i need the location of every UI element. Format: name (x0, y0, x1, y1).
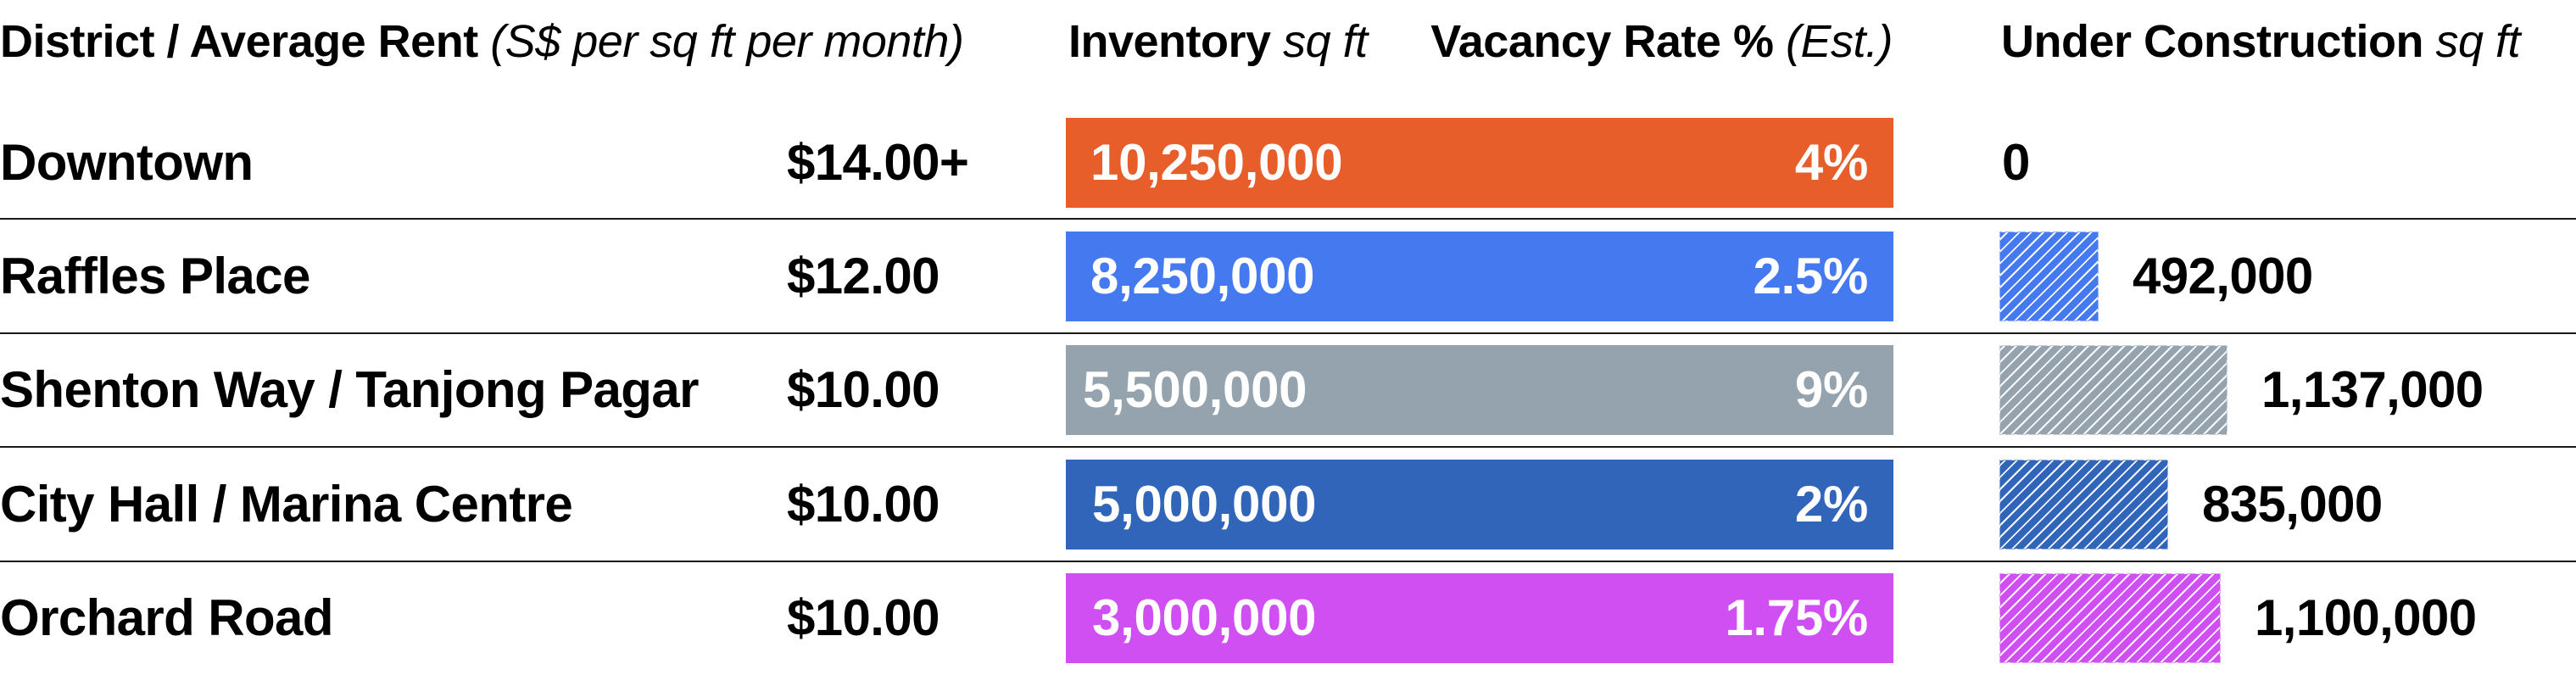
inventory-value: 5,000,000 (1092, 476, 1317, 533)
header-under-construction: Under Construction sq ft (2001, 12, 2521, 71)
inventory-value: 5,500,000 (1083, 361, 1308, 418)
district-name: City Hall / Marina Centre (0, 476, 573, 533)
district-name: Raffles Place (0, 248, 310, 304)
under-construction-value: 0 (2002, 134, 2030, 191)
row-divider (0, 218, 2576, 220)
inventory-value: 3,000,000 (1092, 589, 1317, 646)
table-row: City Hall / Marina Centre $10.00 5,000,0… (0, 460, 2576, 549)
inventory-bar: 5,000,000 2% (1066, 460, 1893, 549)
header-vacancy: Vacancy Rate % (Est.) (1430, 12, 1893, 71)
under-construction-bar (1999, 232, 2099, 321)
row-divider (0, 446, 2576, 448)
average-rent: $10.00 (787, 589, 940, 646)
row-divider (0, 332, 2576, 334)
inventory-bar: 8,250,000 2.5% (1066, 232, 1893, 321)
average-rent: $10.00 (787, 361, 940, 418)
inventory-value: 8,250,000 (1090, 248, 1315, 304)
under-construction-bar (1999, 573, 2221, 663)
table-row: Raffles Place $12.00 8,250,000 2.5% 492,… (0, 232, 2576, 321)
under-construction-value: 1,137,000 (2261, 361, 2484, 418)
header-vacancy-unit: (Est.) (1786, 16, 1893, 67)
header-district-rent-unit: (S$ per sq ft per month) (490, 16, 964, 67)
under-construction-value: 835,000 (2202, 476, 2383, 533)
district-name: Downtown (0, 134, 254, 191)
under-construction-bar (1999, 460, 2168, 549)
table-row: Orchard Road $10.00 3,000,000 1.75% 1,10… (0, 573, 2576, 663)
header-district-rent: District / Average Rent (S$ per sq ft pe… (0, 12, 964, 71)
table-row: Shenton Way / Tanjong Pagar $10.00 5,500… (0, 345, 2576, 435)
vacancy-rate: 4% (1794, 134, 1868, 191)
vacancy-rate: 1.75% (1725, 589, 1868, 646)
under-construction-bar (1999, 345, 2228, 435)
district-name: Shenton Way / Tanjong Pagar (0, 361, 699, 418)
header-inventory: Inventory sq ft (1068, 12, 1368, 71)
average-rent: $14.00+ (787, 134, 969, 191)
district-name: Orchard Road (0, 589, 333, 646)
inventory-value: 10,250,000 (1090, 134, 1343, 191)
under-construction-value: 492,000 (2133, 248, 2313, 304)
header-inventory-label: Inventory (1068, 16, 1271, 67)
header-under-construction-label: Under Construction (2001, 16, 2424, 67)
inventory-bar: 10,250,000 4% (1066, 118, 1893, 208)
inventory-bar: 5,500,000 9% (1066, 345, 1893, 435)
vacancy-rate: 2.5% (1753, 248, 1868, 304)
vacancy-rate: 2% (1794, 476, 1868, 533)
under-construction-value: 1,100,000 (2255, 589, 2477, 646)
header-vacancy-label: Vacancy Rate % (1430, 16, 1774, 67)
row-divider (0, 561, 2576, 562)
average-rent: $12.00 (787, 248, 940, 304)
average-rent: $10.00 (787, 476, 940, 533)
header-inventory-unit: sq ft (1283, 16, 1368, 67)
vacancy-rate: 9% (1794, 361, 1868, 418)
inventory-bar: 3,000,000 1.75% (1066, 573, 1893, 663)
header-under-construction-unit: sq ft (2435, 16, 2521, 67)
header-district-rent-label: District / Average Rent (0, 16, 478, 67)
table-row: Downtown $14.00+ 10,250,000 4% 0 (0, 118, 2576, 208)
